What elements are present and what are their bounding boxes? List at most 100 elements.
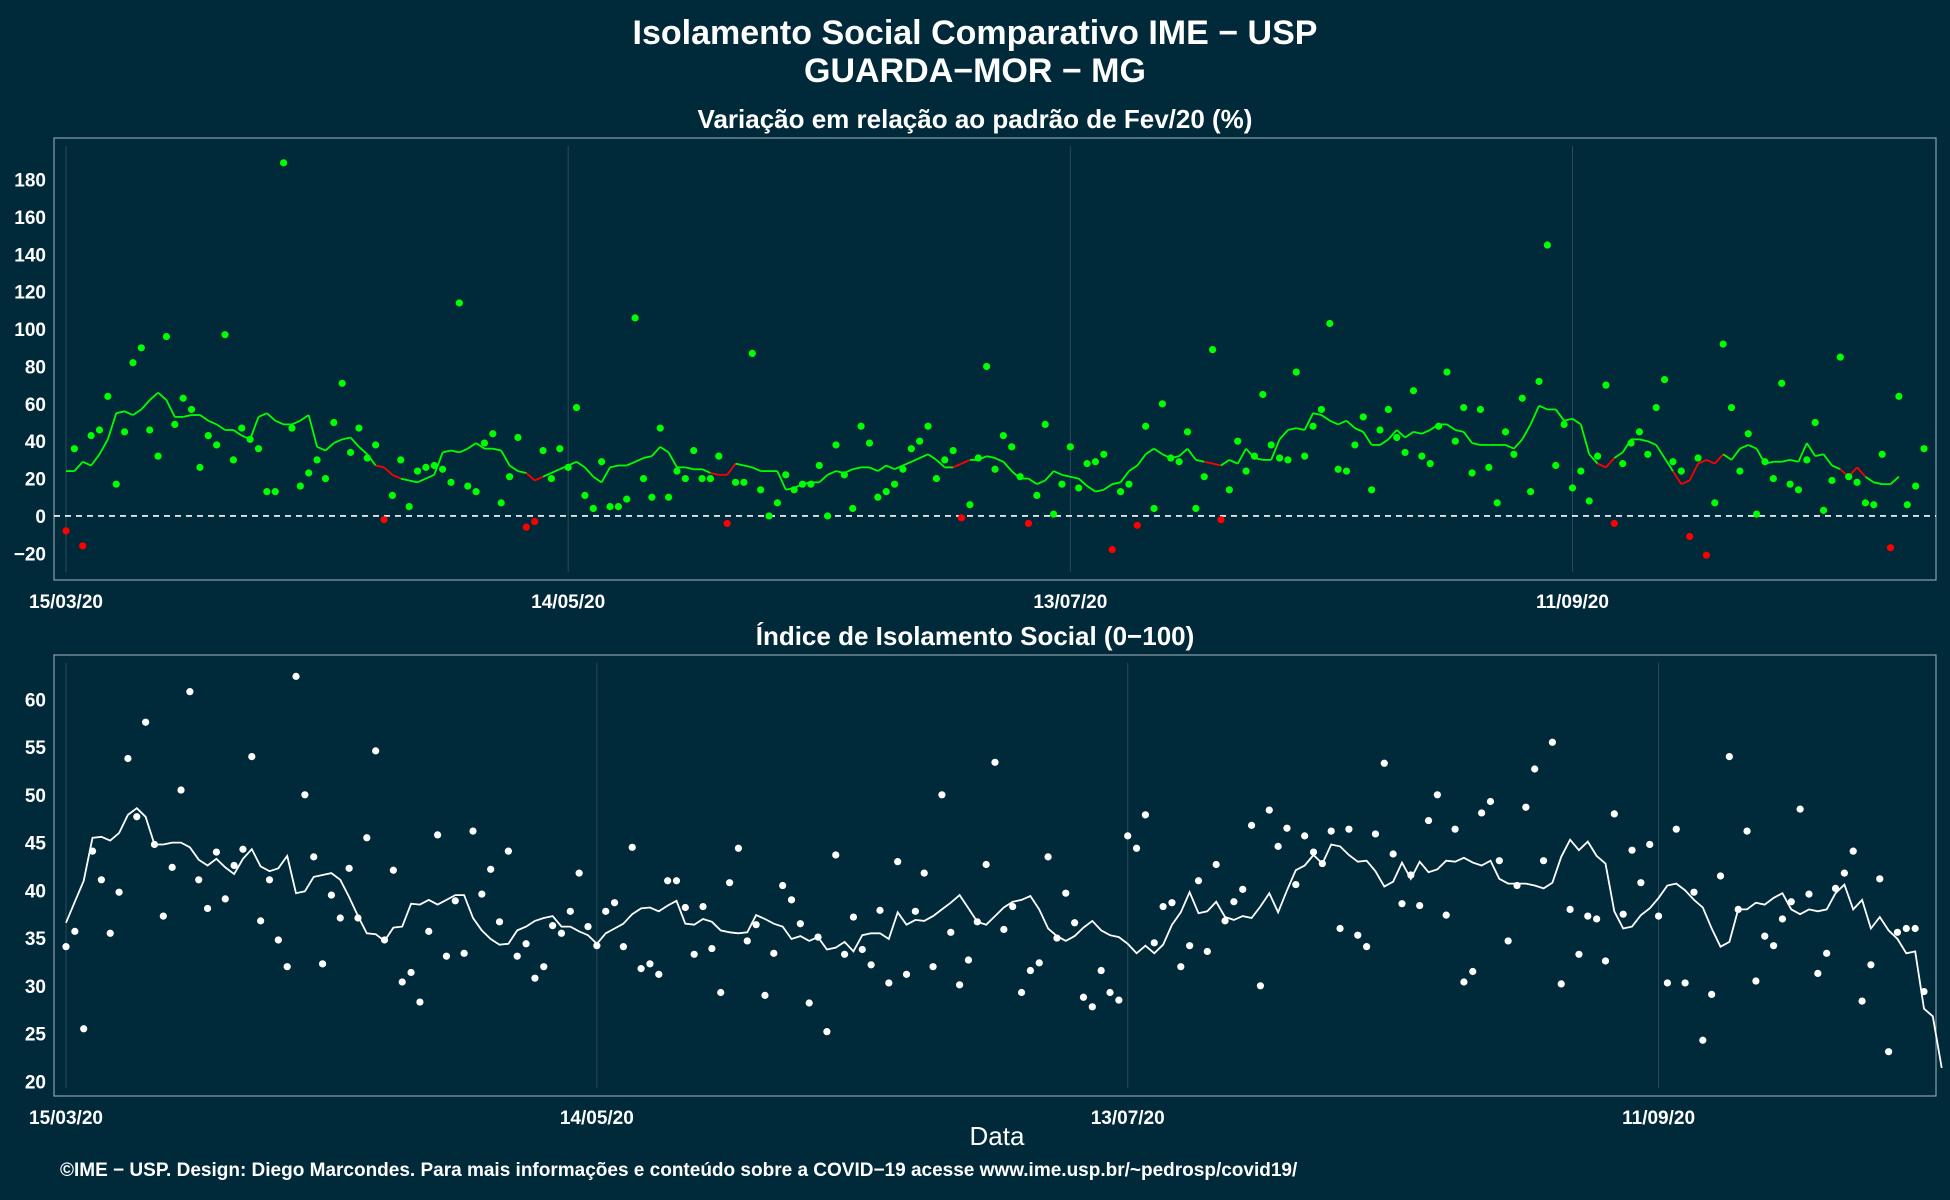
data-point — [556, 445, 564, 453]
panel-index: Índice de Isolamento Social (0−100) 20 25… — [25, 621, 1943, 1129]
data-point — [1568, 484, 1577, 492]
data-point — [1468, 469, 1476, 477]
moving-average-segment — [1613, 451, 1624, 459]
x-tick-label: 11/09/20 — [1622, 1108, 1695, 1129]
data-point — [1071, 919, 1079, 927]
y-tick-label: 50 — [25, 786, 46, 807]
data-point — [407, 968, 415, 977]
moving-average-segment — [299, 414, 310, 422]
moving-average-segment — [1103, 483, 1113, 491]
x-tick-label: 11/09/20 — [1536, 592, 1609, 613]
data-point — [566, 907, 574, 915]
data-point — [1024, 519, 1033, 528]
moving-average-segment — [551, 468, 561, 474]
data-point — [1351, 441, 1359, 449]
data-point — [874, 493, 882, 501]
moving-average-segment — [1195, 459, 1205, 463]
data-point — [557, 929, 566, 937]
data-point — [522, 523, 530, 531]
data-point — [398, 978, 406, 986]
data-point — [513, 952, 521, 960]
moving-average-segment — [827, 470, 837, 476]
data-point — [1478, 809, 1486, 817]
data-point — [690, 950, 698, 958]
data-point — [1424, 816, 1433, 825]
data-point — [1752, 977, 1760, 985]
data-point — [899, 465, 907, 473]
moving-average-segment — [132, 408, 142, 416]
data-point — [1831, 884, 1840, 892]
data-point — [531, 517, 539, 526]
data-point — [1108, 545, 1116, 554]
data-point — [168, 863, 176, 871]
data-point — [263, 488, 271, 496]
moving-average-segment — [1228, 459, 1239, 465]
data-point — [1510, 450, 1518, 458]
data-point — [1690, 888, 1698, 896]
data-point — [1476, 405, 1485, 414]
data-point — [1527, 488, 1535, 496]
data-point — [1247, 821, 1256, 829]
moving-average-segment — [1061, 473, 1071, 478]
data-point — [1150, 504, 1158, 513]
data-point — [796, 920, 804, 928]
data-point — [1663, 979, 1672, 987]
data-point — [405, 503, 413, 511]
data-point — [106, 929, 114, 937]
data-point — [318, 960, 327, 968]
moving-average-segment — [425, 474, 435, 480]
data-point — [782, 471, 790, 479]
data-point — [731, 478, 740, 486]
data-point — [1186, 942, 1194, 950]
data-point — [137, 344, 145, 352]
moving-average-segment — [98, 438, 109, 455]
x-tick-label: 13/07/20 — [1091, 1108, 1165, 1129]
data-point — [708, 944, 716, 953]
data-point — [637, 965, 645, 973]
moving-average-segment — [609, 464, 619, 469]
moving-average-segment — [1362, 431, 1373, 446]
data-point — [572, 403, 581, 412]
moving-average-segment — [1086, 485, 1096, 493]
moving-average-segment — [1806, 442, 1816, 457]
data-point — [648, 493, 656, 501]
data-point — [589, 504, 597, 513]
moving-average-segment — [1027, 477, 1038, 485]
data-point — [1041, 420, 1049, 428]
data-point — [1840, 869, 1848, 877]
data-point — [1259, 390, 1267, 399]
data-point — [1761, 458, 1769, 466]
moving-average-segment — [157, 391, 168, 401]
moving-average-segment — [1864, 475, 1875, 484]
data-point — [380, 936, 389, 944]
data-point — [372, 441, 380, 449]
data-point — [1575, 950, 1583, 958]
data-point — [1079, 993, 1088, 1001]
data-point — [1694, 454, 1702, 462]
data-point — [1585, 497, 1593, 505]
data-point — [1861, 499, 1870, 507]
data-point — [924, 422, 932, 430]
data-point — [1744, 430, 1752, 438]
data-point — [1009, 902, 1017, 911]
data-point — [1292, 368, 1300, 376]
moving-average-segment — [383, 466, 394, 476]
plot-frame — [53, 654, 1937, 1097]
y-tick-label: 80 — [25, 357, 46, 378]
moving-average-segment — [106, 412, 118, 440]
data-point — [439, 465, 447, 473]
moving-average-segment — [643, 455, 653, 459]
data-point — [1125, 480, 1133, 488]
data-point — [1016, 473, 1024, 481]
data-point — [1619, 460, 1627, 468]
data-point — [623, 495, 631, 503]
data-point — [1443, 368, 1451, 376]
data-point — [504, 847, 512, 855]
data-point — [849, 504, 857, 513]
moving-average-segment — [1345, 419, 1356, 429]
data-point — [1878, 450, 1886, 458]
data-point — [313, 456, 321, 464]
data-point — [734, 844, 743, 852]
data-point — [564, 463, 572, 471]
footer-credit: ©IME − USP. Design: Diego Marcondes. Par… — [60, 1160, 1298, 1181]
